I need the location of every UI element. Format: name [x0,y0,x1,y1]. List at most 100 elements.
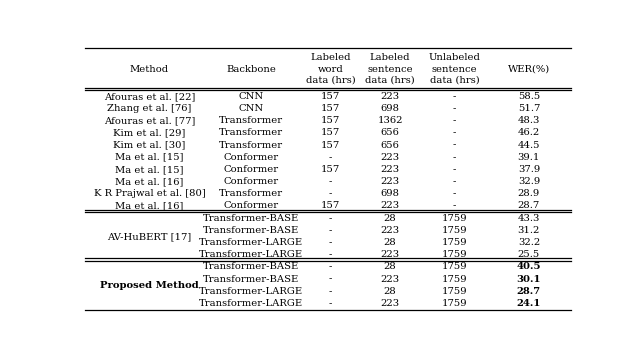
Text: Ma et al. [16]: Ma et al. [16] [115,177,184,186]
Text: 157: 157 [321,129,340,137]
Text: -: - [329,153,332,162]
Text: Transformer: Transformer [219,141,283,149]
Text: Transformer-BASE: Transformer-BASE [203,214,300,223]
Text: 28: 28 [383,262,396,272]
Text: AV-HuBERT [17]: AV-HuBERT [17] [108,232,191,241]
Text: Kim et al. [30]: Kim et al. [30] [113,141,186,149]
Text: -: - [452,141,456,149]
Text: -: - [329,287,332,296]
Text: 28.7: 28.7 [517,287,541,296]
Text: 698: 698 [381,104,399,113]
Text: Method: Method [130,64,169,74]
Text: -: - [329,250,332,259]
Text: 157: 157 [321,141,340,149]
Text: 58.5: 58.5 [518,92,540,101]
Text: Transformer-BASE: Transformer-BASE [203,226,300,235]
Text: 1759: 1759 [442,287,467,296]
Text: 223: 223 [380,153,399,162]
Text: -: - [329,262,332,272]
Text: 1759: 1759 [442,214,467,223]
Text: -: - [452,104,456,113]
Text: 223: 223 [380,165,399,174]
Text: 44.5: 44.5 [518,141,540,149]
Text: -: - [329,177,332,186]
Text: Transformer-BASE: Transformer-BASE [203,275,300,284]
Text: 1759: 1759 [442,299,467,308]
Text: -: - [452,165,456,174]
Text: CNN: CNN [239,104,264,113]
Text: Transformer-LARGE: Transformer-LARGE [199,287,303,296]
Text: 37.9: 37.9 [518,165,540,174]
Text: 39.1: 39.1 [518,153,540,162]
Text: 32.2: 32.2 [518,238,540,247]
Text: 32.9: 32.9 [518,177,540,186]
Text: Conformer: Conformer [223,165,278,174]
Text: Conformer: Conformer [223,153,278,162]
Text: Transformer: Transformer [219,189,283,198]
Text: Conformer: Conformer [223,201,278,211]
Text: 28: 28 [383,214,396,223]
Text: K R Prajwal et al. [80]: K R Prajwal et al. [80] [93,189,205,198]
Text: 223: 223 [380,275,399,284]
Text: 157: 157 [321,104,340,113]
Text: 28: 28 [383,287,396,296]
Text: -: - [329,299,332,308]
Text: 223: 223 [380,226,399,235]
Text: 30.1: 30.1 [516,275,541,284]
Text: 157: 157 [321,165,340,174]
Text: 1362: 1362 [377,116,403,125]
Text: -: - [329,189,332,198]
Text: Afouras et al. [22]: Afouras et al. [22] [104,92,195,101]
Text: 48.3: 48.3 [518,116,540,125]
Text: 28.7: 28.7 [518,201,540,211]
Text: -: - [329,238,332,247]
Text: Kim et al. [29]: Kim et al. [29] [113,129,186,137]
Text: 656: 656 [381,129,399,137]
Text: Conformer: Conformer [223,177,278,186]
Text: 51.7: 51.7 [518,104,540,113]
Text: 223: 223 [380,177,399,186]
Text: -: - [452,201,456,211]
Text: Ma et al. [16]: Ma et al. [16] [115,201,184,211]
Text: -: - [452,92,456,101]
Text: -: - [452,116,456,125]
Text: 698: 698 [381,189,399,198]
Text: 46.2: 46.2 [518,129,540,137]
Text: Transformer: Transformer [219,129,283,137]
Text: -: - [452,177,456,186]
Text: Transformer: Transformer [219,116,283,125]
Text: Labeled
sentence
data (hrs): Labeled sentence data (hrs) [365,53,415,85]
Text: -: - [329,226,332,235]
Text: WER(%): WER(%) [508,64,550,74]
Text: 24.1: 24.1 [516,299,541,308]
Text: Proposed Method: Proposed Method [100,281,199,290]
Text: 1759: 1759 [442,262,467,272]
Text: 43.3: 43.3 [518,214,540,223]
Text: CNN: CNN [239,92,264,101]
Text: Transformer-BASE: Transformer-BASE [203,262,300,272]
Text: Labeled
word
data (hrs): Labeled word data (hrs) [306,53,355,85]
Text: 223: 223 [380,92,399,101]
Text: 1759: 1759 [442,226,467,235]
Text: Transformer-LARGE: Transformer-LARGE [199,250,303,259]
Text: 223: 223 [380,299,399,308]
Text: -: - [452,189,456,198]
Text: 656: 656 [381,141,399,149]
Text: -: - [329,214,332,223]
Text: -: - [452,153,456,162]
Text: Transformer-LARGE: Transformer-LARGE [199,299,303,308]
Text: 1759: 1759 [442,238,467,247]
Text: -: - [452,129,456,137]
Text: 28: 28 [383,238,396,247]
Text: 157: 157 [321,92,340,101]
Text: 157: 157 [321,201,340,211]
Text: Transformer-LARGE: Transformer-LARGE [199,238,303,247]
Text: Afouras et al. [77]: Afouras et al. [77] [104,116,195,125]
Text: Unlabeled
sentence
data (hrs): Unlabeled sentence data (hrs) [429,53,481,85]
Text: 1759: 1759 [442,250,467,259]
Text: 25.5: 25.5 [518,250,540,259]
Text: 31.2: 31.2 [518,226,540,235]
Text: Ma et al. [15]: Ma et al. [15] [115,165,184,174]
Text: Ma et al. [15]: Ma et al. [15] [115,153,184,162]
Text: Zhang et al. [76]: Zhang et al. [76] [108,104,191,113]
